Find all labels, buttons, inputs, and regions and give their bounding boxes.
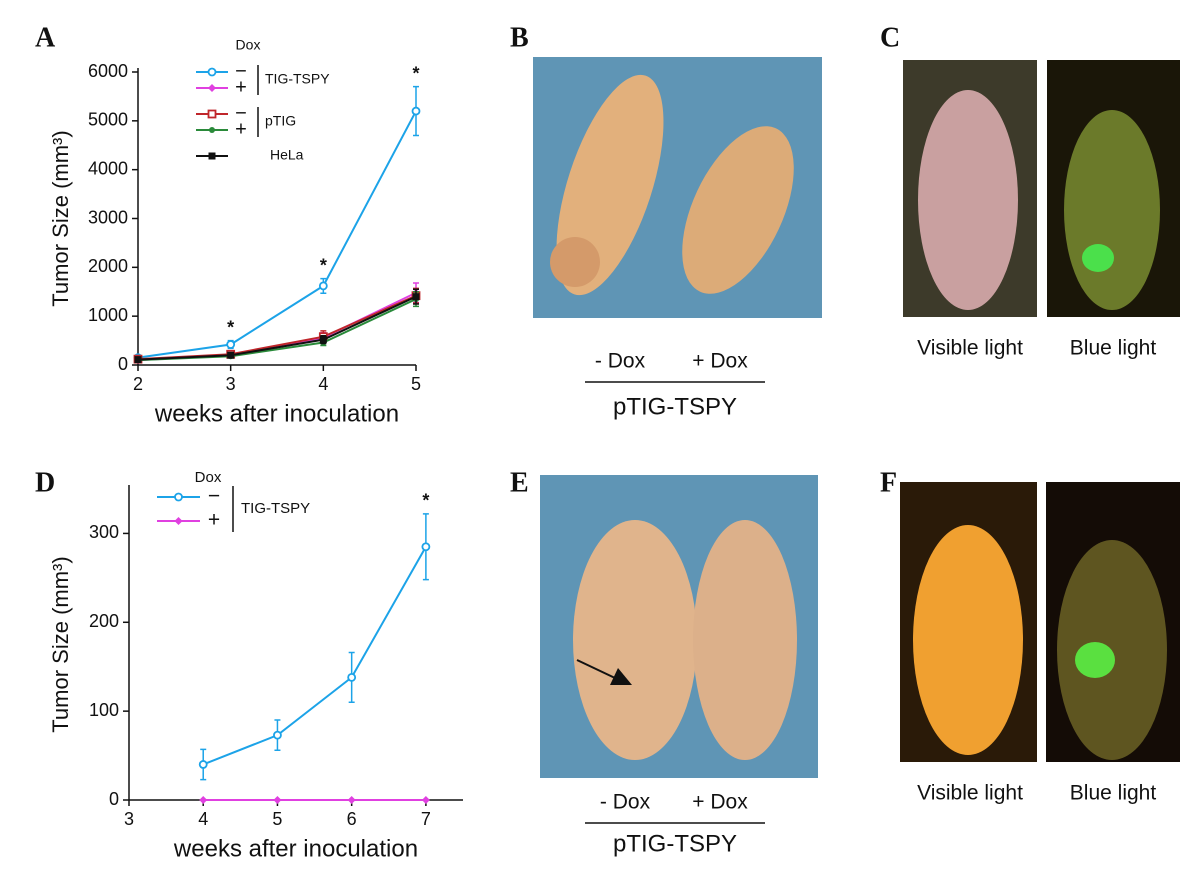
legend-marker (174, 517, 183, 525)
significance-mark: * (422, 491, 429, 511)
photo-b (533, 57, 822, 318)
y-tick-label: 100 (89, 700, 119, 720)
photo-c (903, 60, 1180, 317)
series-line (202, 546, 427, 766)
x-tick-label: 2 (133, 374, 143, 394)
marker (199, 796, 208, 804)
group-label: pTIG-TSPY (613, 393, 737, 420)
caption: Blue light (1070, 337, 1157, 360)
group-label: pTIG-TSPY (613, 830, 737, 857)
marker (227, 351, 235, 359)
legend-entry: − (235, 60, 247, 82)
x-tick-label: 6 (347, 809, 357, 829)
panel-label: A (35, 22, 56, 53)
y-axis-label: Tumor Size (mm³) (48, 130, 73, 306)
marker (198, 760, 208, 769)
x-tick-label: 7 (421, 809, 431, 829)
caption: Blue light (1070, 782, 1157, 805)
marker (318, 281, 328, 291)
legend-group-label: pTIG (265, 113, 296, 129)
marker (412, 293, 420, 301)
marker (347, 672, 357, 682)
panel-label: F (880, 467, 897, 498)
y-axis-label: Tumor Size (mm³) (48, 556, 73, 732)
marker (421, 796, 430, 804)
x-axis-label: weeks after inoculation (173, 835, 418, 862)
legend-entry: + (235, 118, 247, 140)
caption: + Dox (692, 350, 748, 373)
marker (134, 356, 142, 364)
series-line (137, 110, 417, 359)
marker (347, 796, 356, 804)
legend-marker (207, 67, 217, 77)
legend-entry: − (235, 102, 247, 124)
x-tick-label: 4 (198, 809, 208, 829)
legend-entry: − (208, 485, 220, 508)
significance-mark: * (227, 317, 234, 337)
y-tick-label: 3000 (88, 207, 128, 227)
legend-title: Dox (236, 37, 261, 53)
legend-title: Dox (195, 469, 222, 486)
panel-label: B (510, 22, 529, 53)
caption: - Dox (595, 350, 646, 373)
marker (226, 340, 236, 349)
legend-entry: + (208, 509, 220, 532)
x-tick-label: 4 (318, 374, 328, 394)
legend-marker (208, 84, 216, 92)
y-tick-label: 5000 (88, 110, 128, 130)
x-tick-label: 3 (124, 809, 134, 829)
legend-marker (208, 152, 216, 160)
caption: Visible light (917, 337, 1023, 360)
legend-group-label: TIG-TSPY (241, 500, 310, 517)
legend-entry: HeLa (270, 147, 304, 163)
panel-label: D (35, 467, 55, 498)
legend-entry: + (235, 76, 247, 98)
photo-f (900, 482, 1180, 762)
panel-label: E (510, 467, 529, 498)
photo-e (540, 475, 818, 778)
panel-label: C (880, 22, 900, 53)
y-tick-label: 1000 (88, 305, 128, 325)
x-tick-label: 3 (226, 374, 236, 394)
y-tick-label: 0 (118, 354, 128, 374)
legend-marker (174, 492, 183, 502)
caption: - Dox (600, 791, 651, 814)
caption: + Dox (692, 791, 748, 814)
legend-group-label: TIG-TSPY (265, 71, 330, 87)
x-axis-label: weeks after inoculation (154, 400, 399, 427)
y-tick-label: 6000 (88, 61, 128, 81)
marker (273, 730, 282, 740)
significance-mark: * (320, 255, 327, 275)
marker (319, 336, 327, 344)
y-tick-label: 0 (109, 789, 119, 809)
y-tick-label: 2000 (88, 256, 128, 276)
significance-mark: * (412, 63, 419, 83)
caption: Visible light (917, 782, 1023, 805)
marker (273, 796, 282, 804)
x-tick-label: 5 (411, 374, 421, 394)
series-line (137, 295, 417, 361)
legend-marker (207, 109, 217, 119)
y-tick-label: 4000 (88, 158, 128, 178)
y-tick-label: 200 (89, 611, 119, 631)
marker (411, 106, 421, 116)
marker (421, 542, 431, 552)
y-tick-label: 300 (89, 522, 119, 542)
legend-marker (209, 127, 215, 133)
x-tick-label: 5 (272, 809, 282, 829)
